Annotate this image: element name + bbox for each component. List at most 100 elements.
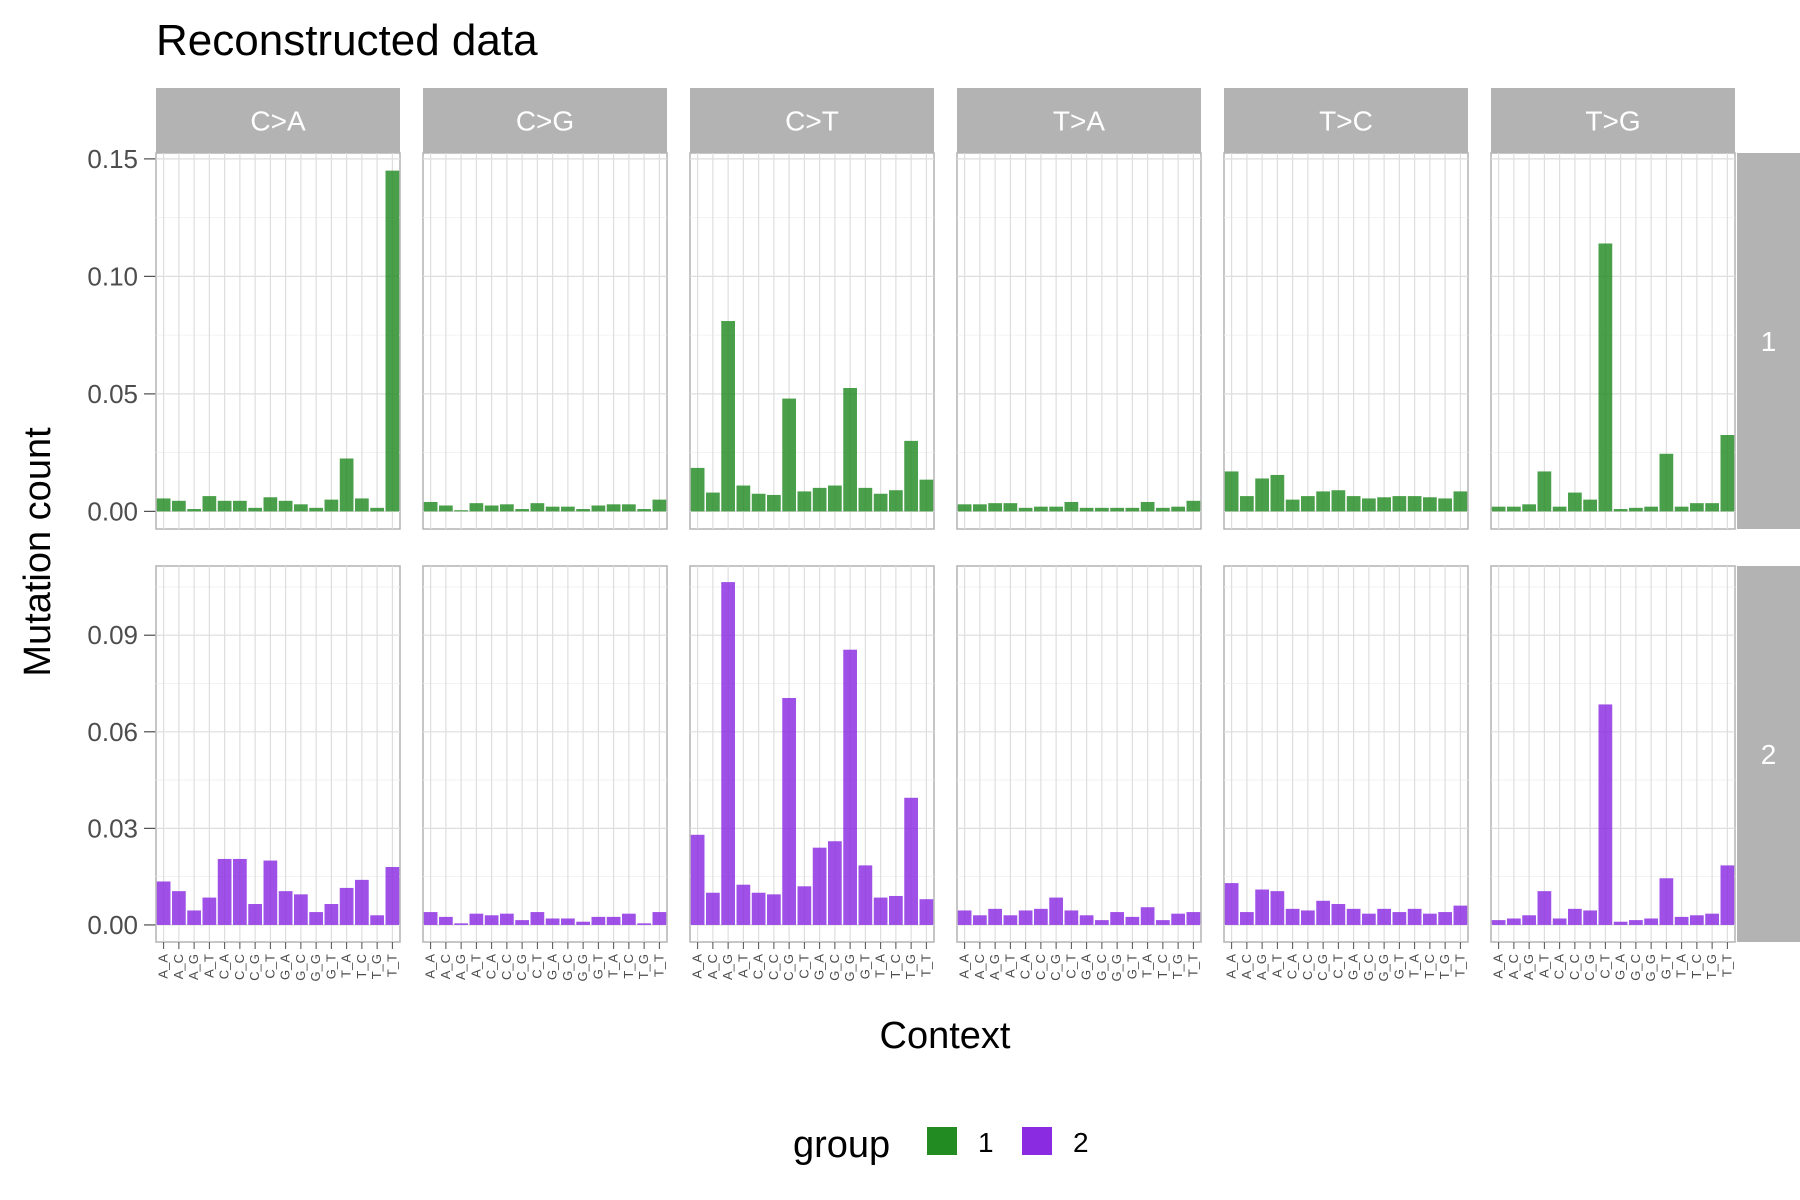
x-tick-label-c-to-a-c_c: C_C (232, 954, 247, 980)
bar-t-to-g-a_a-group-1 (1491, 506, 1506, 512)
x-tick-label-c-to-t-g_c: G_C (827, 954, 842, 981)
bar-c-to-a-g_g-group-2 (309, 912, 323, 925)
x-tick-label-t-to-a-c_c: C_C (1033, 954, 1048, 980)
x-tick-label-c-to-t-t_c: T_C (888, 954, 903, 979)
facet-strip-label-t-to-c: T>C (1319, 106, 1373, 137)
bar-t-to-a-g_t-group-1 (1125, 507, 1140, 512)
y-axis-title: Mutation count (17, 427, 59, 677)
bar-t-to-g-g_a-group-1 (1613, 509, 1628, 512)
x-tick-label-c-to-g-t_a: T_A (606, 954, 621, 978)
x-tick-label-t-to-g-c_a: C_A (1552, 954, 1567, 980)
panel-c-to-a-group-2: A_A A_C A_G A_T C_A C_C C_G C_T G_A G_C G_G G_T T_A T… (155, 565, 401, 981)
panel-c-to-g-group-1 (422, 152, 668, 530)
bar-c-to-t-g_a-group-2 (812, 847, 827, 925)
bar-t-to-a-t_c-group-2 (1156, 920, 1170, 925)
y-tick-label-row1-3: 0.15 (87, 144, 138, 174)
bar-c-to-a-a_g-group-1 (187, 509, 201, 512)
x-tick-label-c-to-t-c_c: C_C (766, 954, 781, 980)
bar-t-to-c-g_g-group-1 (1377, 497, 1391, 512)
y-tick-label-row1-2: 0.10 (87, 261, 138, 291)
x-tick-label-t-to-a-a_g: A_G (987, 954, 1002, 980)
bar-c-to-t-g_g-group-2 (843, 649, 857, 925)
bar-t-to-c-c_c-group-2 (1301, 910, 1315, 925)
bar-c-to-g-a_g-group-1 (454, 510, 468, 512)
x-tick-label-t-to-c-a_g: A_G (1254, 954, 1269, 980)
bar-c-to-t-c_g-group-1 (782, 398, 796, 512)
bar-t-to-g-g_c-group-2 (1629, 920, 1643, 925)
x-tick-label-t-to-g-a_c: A_C (1506, 954, 1521, 979)
bar-c-to-g-g_a-group-2 (545, 918, 560, 925)
legend-label-group-2: 2 (1073, 1127, 1089, 1158)
bar-c-to-t-a_c-group-1 (706, 492, 720, 512)
bar-t-to-c-t_a-group-1 (1407, 496, 1422, 512)
bar-t-to-g-g_t-group-2 (1659, 878, 1674, 925)
bar-t-to-c-g_c-group-2 (1362, 913, 1376, 925)
bar-t-to-c-c_a-group-1 (1285, 499, 1300, 512)
bar-t-to-c-a_a-group-2 (1224, 883, 1239, 925)
chart-title: Reconstructed data (156, 16, 538, 65)
x-tick-label-c-to-t-c_a: C_A (751, 954, 766, 980)
bar-c-to-g-c_g-group-2 (515, 920, 529, 925)
x-tick-label-c-to-g-a_t: A_T (468, 954, 483, 978)
bar-c-to-a-c_c-group-1 (233, 500, 247, 512)
row-strip-label-group-1: 1 (1761, 326, 1777, 357)
legend-title: group (793, 1124, 890, 1166)
bar-t-to-a-c_a-group-1 (1018, 507, 1033, 512)
x-tick-label-t-to-g-t_g: T_G (1704, 954, 1719, 979)
bar-t-to-c-g_c-group-1 (1362, 498, 1376, 512)
panel-background (956, 152, 1202, 530)
x-tick-label-t-to-a-g_g: G_G (1109, 954, 1124, 981)
bar-t-to-c-c_g-group-2 (1316, 900, 1330, 925)
bar-c-to-g-g_c-group-1 (561, 506, 575, 512)
bar-c-to-g-t_g-group-2 (637, 923, 651, 925)
panel-background (422, 565, 668, 943)
legend: group 1 2 (793, 1124, 1089, 1166)
bar-c-to-t-c_g-group-2 (782, 697, 796, 925)
bar-t-to-c-a_c-group-1 (1240, 496, 1254, 512)
bar-t-to-a-a_t-group-1 (1003, 503, 1018, 512)
panel-t-to-g-group-2: A_A A_C A_G A_T C_A C_C C_G C_T G_A G_C G_G G_T T_A T… (1490, 565, 1736, 981)
x-tick-label-t-to-g-t_c: T_C (1689, 954, 1704, 979)
bar-t-to-g-c_g-group-2 (1583, 910, 1597, 925)
legend-swatch-group-2 (1022, 1127, 1052, 1155)
bar-t-to-g-g_t-group-1 (1659, 453, 1674, 512)
bar-c-to-g-g_g-group-2 (576, 921, 590, 925)
bar-c-to-g-g_t-group-1 (591, 505, 606, 512)
facet-strip-t-to-a (957, 88, 1201, 153)
x-tick-label-t-to-c-t_t: T_T (1452, 954, 1467, 977)
bar-t-to-a-a_g-group-1 (988, 503, 1002, 512)
bar-t-to-c-a_t-group-2 (1270, 891, 1285, 925)
bar-t-to-g-c_a-group-1 (1552, 506, 1567, 512)
bar-t-to-g-c_c-group-2 (1568, 908, 1582, 925)
bar-t-to-a-c_g-group-1 (1049, 506, 1063, 512)
x-tick-label-c-to-t-c_t: C_T (796, 954, 811, 979)
legend-swatch-group-1 (927, 1127, 957, 1155)
bar-t-to-g-a_t-group-1 (1537, 471, 1552, 512)
x-tick-label-c-to-a-t_g: T_G (369, 954, 384, 979)
row-strip-label-group-2: 2 (1761, 739, 1777, 770)
panel-c-to-t-group-2: A_A A_C A_G A_T C_A C_C C_G C_T G_A G_C G_G G_T T_A T… (689, 565, 935, 981)
bar-c-to-a-t_c-group-1 (355, 498, 369, 512)
bar-t-to-g-c_t-group-2 (1598, 704, 1613, 925)
x-tick-label-t-to-c-g_g: G_G (1376, 954, 1391, 981)
bar-c-to-t-c_a-group-2 (751, 892, 766, 925)
bar-t-to-c-t_c-group-1 (1423, 497, 1437, 512)
bar-c-to-g-c_a-group-2 (484, 915, 499, 925)
bar-c-to-a-c_t-group-2 (263, 860, 278, 925)
bar-t-to-a-c_c-group-2 (1034, 908, 1048, 925)
x-tick-label-c-to-g-a_c: A_C (438, 954, 453, 979)
bar-c-to-t-t_c-group-2 (889, 895, 903, 925)
bar-t-to-a-t_c-group-1 (1156, 507, 1170, 512)
bar-t-to-g-g_c-group-1 (1629, 507, 1643, 512)
bar-c-to-g-a_g-group-2 (454, 923, 468, 925)
x-tick-label-t-to-a-t_g: T_G (1170, 954, 1185, 979)
bar-t-to-g-a_c-group-2 (1507, 918, 1521, 925)
x-tick-label-t-to-g-t_a: T_A (1674, 954, 1689, 978)
bar-c-to-t-t_g-group-2 (904, 797, 918, 925)
facet-strip-label-t-to-g: T>G (1585, 106, 1640, 137)
bar-c-to-a-t_c-group-2 (355, 879, 369, 925)
bar-t-to-c-a_c-group-2 (1240, 912, 1254, 925)
x-tick-label-c-to-a-a_a: A_A (156, 954, 171, 979)
bar-c-to-t-a_t-group-2 (736, 884, 751, 925)
x-tick-label-t-to-g-g_g: G_G (1643, 954, 1658, 981)
